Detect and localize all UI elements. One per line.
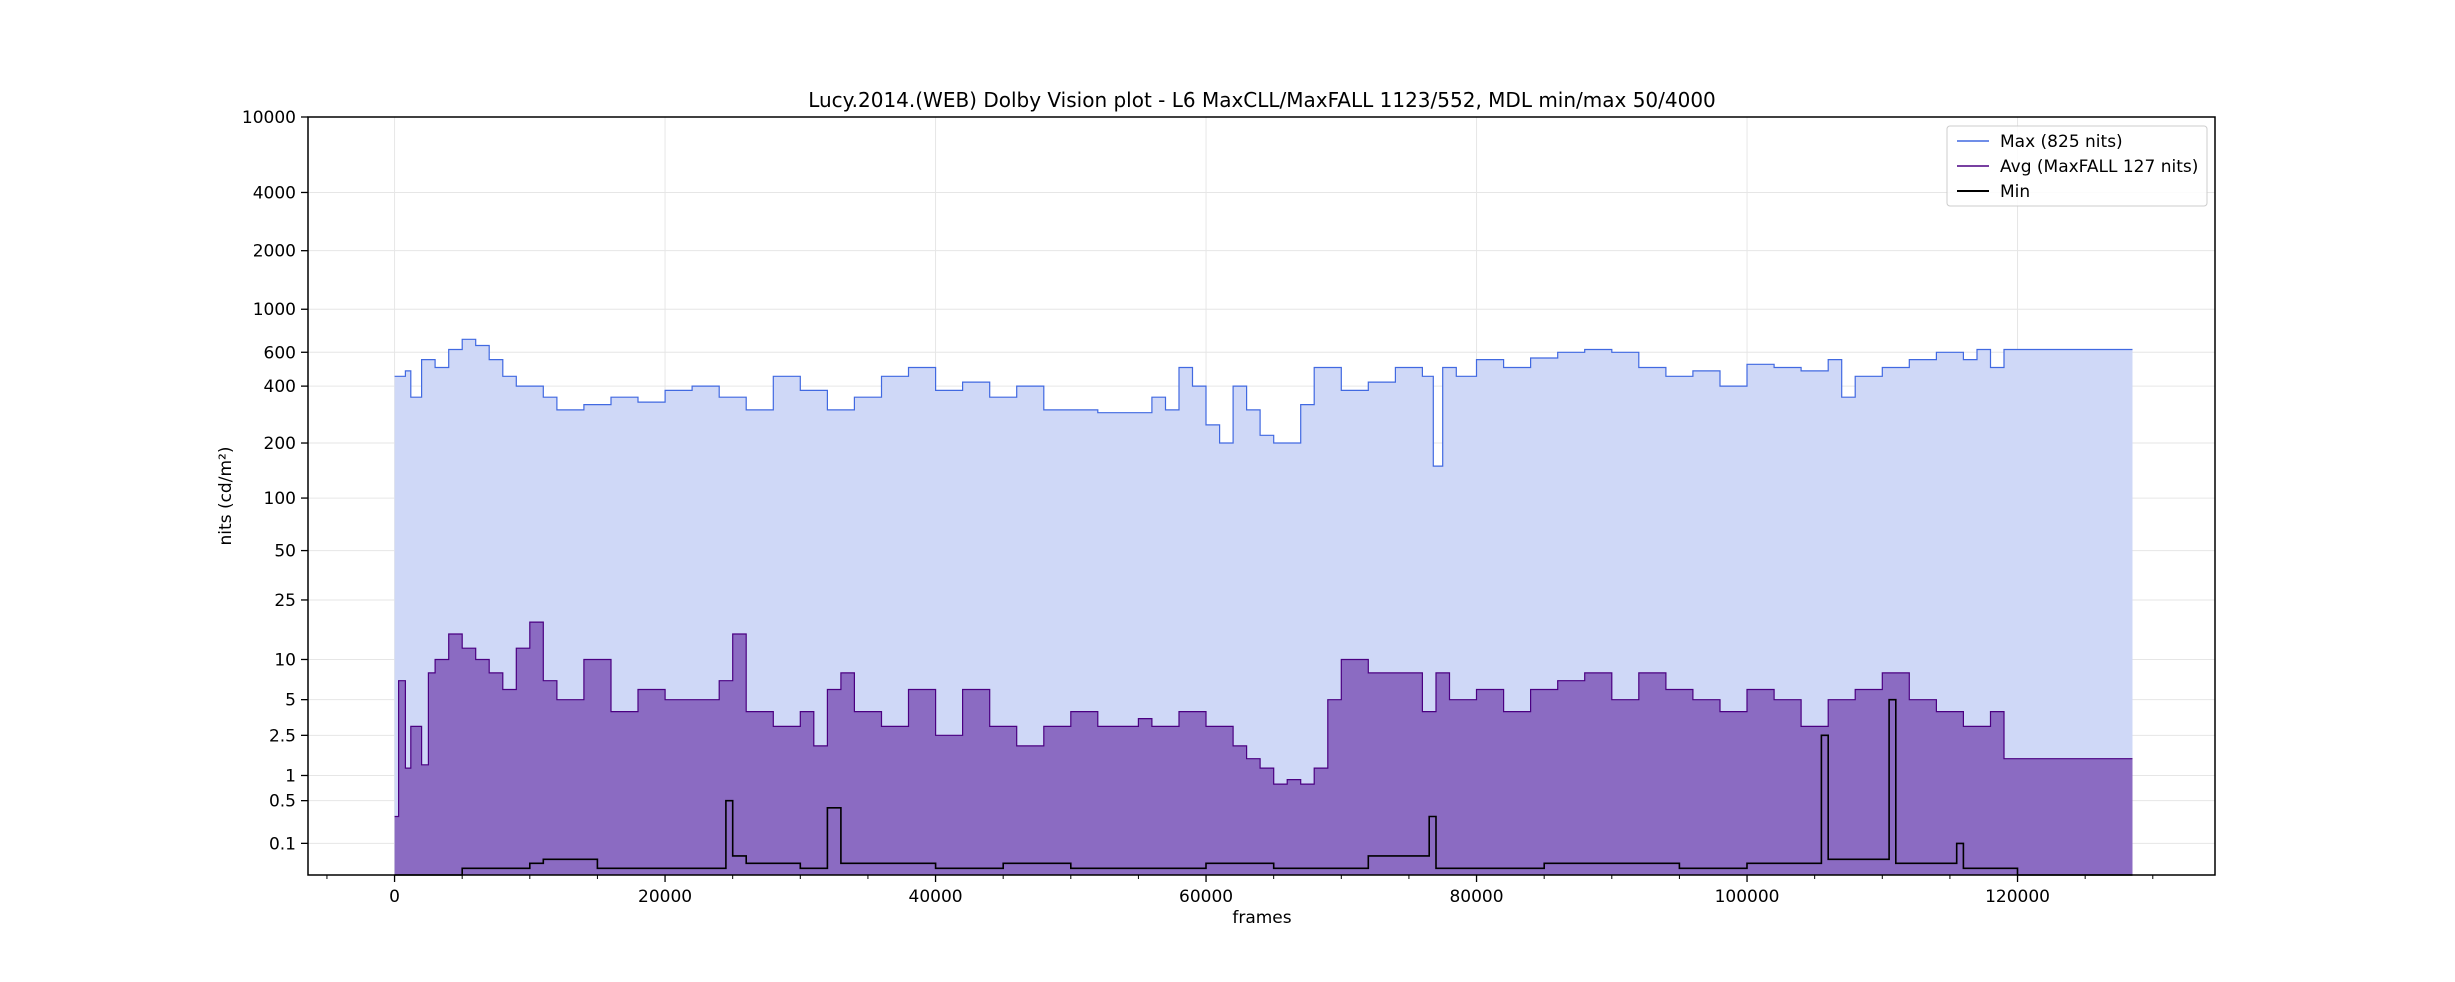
y-tick-label: 400 — [264, 377, 296, 397]
y-tick-label: 5 — [285, 691, 296, 711]
y-tick-label: 4000 — [253, 183, 296, 203]
x-tick-label: 80000 — [1449, 887, 1503, 907]
y-axis: 0.1 0.5 1 2.5 5 10 25 50 100 200 400 600 1000 2000 400… — [242, 108, 308, 854]
x-tick-label: 40000 — [909, 887, 963, 907]
y-tick-label: 10 — [274, 650, 296, 670]
legend-entry: Min — [2000, 182, 2030, 202]
y-tick-label: 0.5 — [269, 792, 296, 812]
series-line-1 — [394, 621, 2133, 818]
y-tick-label: 2.5 — [269, 726, 296, 746]
y-tick-label: 10000 — [242, 108, 296, 128]
y-tick-label: 2000 — [253, 242, 296, 262]
y-axis-label: nits (cd/m²) — [216, 447, 236, 546]
series-line-0 — [394, 338, 2133, 467]
plot-frame — [307, 116, 2216, 876]
x-axis: 0 20000 40000 60000 80000 100000 120000 — [326, 875, 2154, 907]
y-tick-label: 1 — [285, 766, 296, 786]
y-tick-label: 25 — [274, 591, 296, 611]
x-tick-label: 60000 — [1179, 887, 1233, 907]
x-tick-label: 100000 — [1715, 887, 1780, 907]
x-tick-label: 0 — [389, 887, 400, 907]
legend-box — [1946, 125, 2208, 207]
series-layer — [394, 338, 2133, 876]
x-tick-label: 120000 — [1985, 887, 2050, 907]
y-tick-label: 600 — [264, 343, 296, 363]
series-area-1 — [394, 622, 2133, 875]
y-tick-label: 200 — [264, 434, 296, 454]
chart-title: Lucy.2014.(WEB) Dolby Vision plot - L6 M… — [808, 88, 1716, 112]
x-axis-label: frames — [1232, 908, 1291, 928]
legend-entry: Avg (MaxFALL 127 nits) — [2000, 157, 2198, 177]
y-tick-label: 0.1 — [269, 834, 296, 854]
legend: Max (825 nits) Avg (MaxFALL 127 nits) Min — [1946, 125, 2208, 207]
series-line-2 — [394, 698, 2133, 876]
y-tick-label: 50 — [274, 542, 296, 562]
x-tick-label: 20000 — [638, 887, 692, 907]
y-tick-label: 100 — [264, 489, 296, 509]
legend-entry: Max (825 nits) — [2000, 132, 2123, 152]
y-tick-label: 1000 — [253, 300, 296, 320]
